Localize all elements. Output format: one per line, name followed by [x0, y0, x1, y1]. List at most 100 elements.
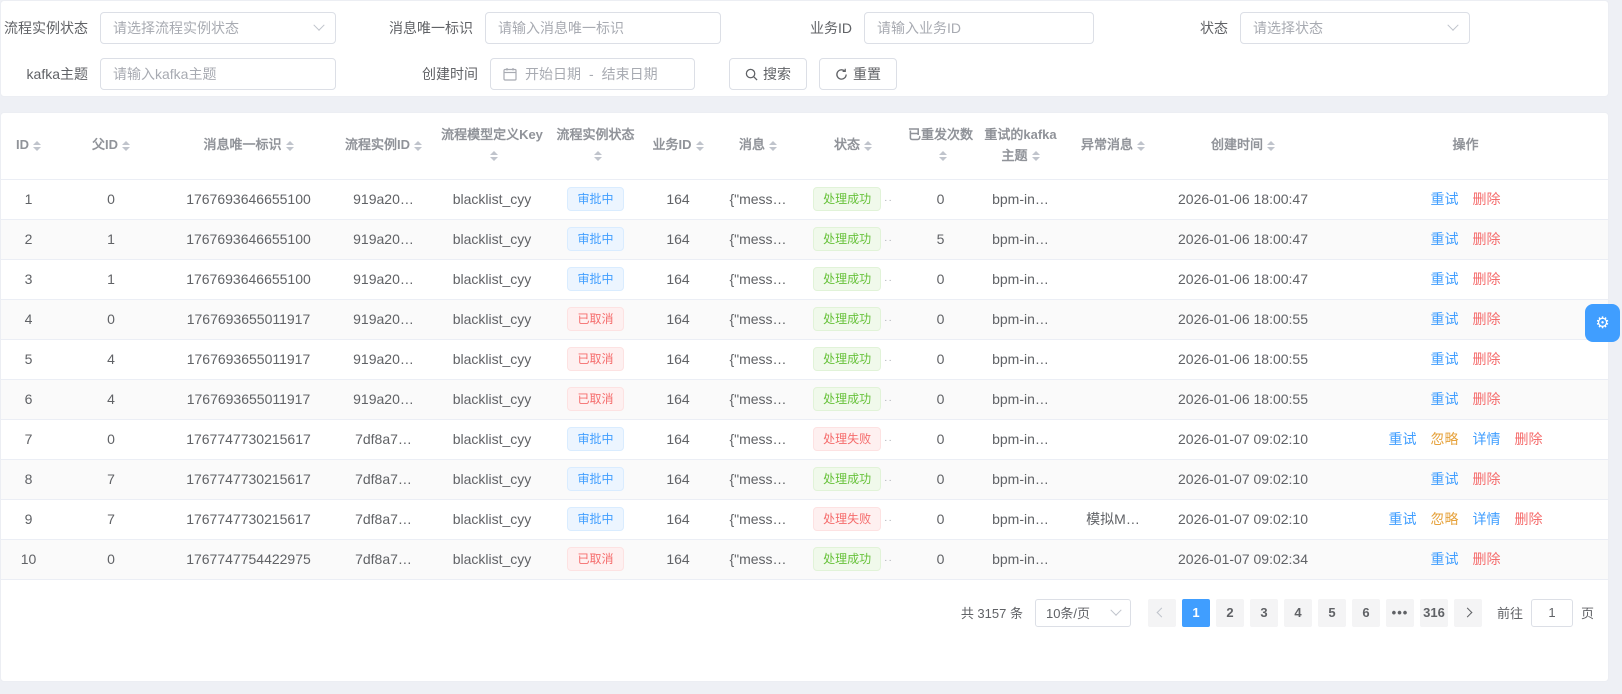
business-id-input[interactable] [864, 12, 1094, 44]
cell-proc_inst_id: 919a20… [331, 259, 436, 300]
action-retry-link[interactable]: 重试 [1388, 511, 1417, 528]
action-delete-link[interactable]: 删除 [1472, 271, 1501, 288]
action-delete-link[interactable]: 删除 [1472, 231, 1501, 248]
column-header-msg_uid[interactable]: 消息唯一标识 [166, 113, 331, 180]
page-button-2[interactable]: 2 [1215, 598, 1244, 627]
column-header-created_at[interactable]: 创建时间 [1163, 113, 1323, 180]
action-delete-link[interactable]: 删除 [1514, 511, 1543, 528]
column-header-biz_id[interactable]: 业务ID [643, 113, 713, 180]
action-ignore-link[interactable]: 忽略 [1430, 431, 1459, 448]
sort-icon[interactable] [1137, 137, 1145, 155]
column-header-proc_status[interactable]: 流程实例状态 [548, 113, 643, 180]
process-status-select[interactable]: 请选择流程实例状态 [100, 12, 336, 44]
kafka-topic-input[interactable] [100, 58, 336, 90]
column-header-proc_inst_id[interactable]: 流程实例ID [331, 113, 436, 180]
message-uid-label: 消息唯一标识 [389, 20, 473, 36]
cell-status: 处理成功 ·· [803, 179, 903, 220]
column-header-parent_id[interactable]: 父ID [56, 113, 166, 180]
column-header-error_msg[interactable]: 异常消息 [1063, 113, 1163, 180]
cell-retry_topic: bpm-in… [978, 459, 1063, 500]
cell-model_key: blacklist_cyy [436, 299, 548, 340]
action-retry-link[interactable]: 重试 [1430, 191, 1459, 208]
cell-resend_count: 0 [903, 499, 978, 540]
cell-actions: 重试 删除 [1323, 379, 1608, 420]
sort-icon[interactable] [1267, 137, 1275, 155]
column-header-message[interactable]: 消息 [713, 113, 803, 180]
action-delete-link[interactable]: 删除 [1472, 351, 1501, 368]
column-header-retry_topic[interactable]: 重试的kafka主题 [978, 113, 1063, 180]
page-button-3[interactable]: 3 [1249, 598, 1278, 627]
table-row: 1 0 1767693646655100 919a20… blacklist_cyy 审批… [1, 179, 1608, 220]
sort-icon[interactable] [593, 147, 602, 165]
action-delete-link[interactable]: 删除 [1472, 191, 1501, 208]
cell-biz_id: 164 [643, 299, 713, 340]
next-page-button[interactable] [1453, 598, 1482, 627]
cell-parent_id: 0 [56, 179, 166, 220]
sort-icon[interactable] [414, 137, 422, 155]
proc-status-tag: 已取消 [567, 387, 624, 412]
overflow-dots: ·· [884, 235, 893, 247]
cell-status: 处理成功 ·· [803, 379, 903, 420]
reset-button[interactable]: 重置 [819, 58, 897, 90]
action-retry-link[interactable]: 重试 [1430, 391, 1459, 408]
cell-error_msg [1063, 379, 1163, 420]
action-delete-link[interactable]: 删除 [1472, 551, 1501, 568]
action-delete-link[interactable]: 删除 [1472, 471, 1501, 488]
create-time-range-picker[interactable]: 开始日期 - 结束日期 [490, 58, 695, 90]
cell-biz_id: 164 [643, 219, 713, 260]
action-retry-link[interactable]: 重试 [1430, 351, 1459, 368]
cell-retry_topic: bpm-in… [978, 339, 1063, 380]
column-label: 已重发次数 [907, 127, 973, 142]
search-icon [745, 68, 758, 81]
action-retry-link[interactable]: 重试 [1430, 271, 1459, 288]
sort-icon[interactable] [769, 137, 777, 155]
action-retry-link[interactable]: 重试 [1430, 311, 1459, 328]
cell-error_msg [1063, 419, 1163, 460]
page-size-value: 10条/页 [1045, 606, 1091, 622]
sort-icon[interactable] [695, 137, 704, 155]
page-button-5[interactable]: 5 [1317, 598, 1346, 627]
action-delete-link[interactable]: 删除 [1472, 311, 1501, 328]
action-delete-link[interactable]: 删除 [1514, 431, 1543, 448]
action-detail-link[interactable]: 详情 [1472, 431, 1501, 448]
page-button-1[interactable]: 1 [1181, 598, 1210, 627]
action-retry-link[interactable]: 重试 [1430, 471, 1459, 488]
sort-icon[interactable] [938, 147, 947, 165]
action-delete-link[interactable]: 删除 [1472, 391, 1501, 408]
column-header-model_key[interactable]: 流程模型定义Key [436, 113, 548, 180]
page-button-6[interactable]: 6 [1351, 598, 1380, 627]
create-time-label: 创建时间 [422, 66, 478, 82]
column-header-status[interactable]: 状态 [803, 113, 903, 180]
sort-icon[interactable] [1031, 147, 1040, 165]
cell-message: {"mess… [713, 219, 803, 260]
action-retry-link[interactable]: 重试 [1388, 431, 1417, 448]
message-uid-input[interactable] [485, 12, 721, 44]
sort-icon[interactable] [122, 137, 130, 155]
cell-error_msg [1063, 339, 1163, 380]
sort-icon[interactable] [285, 137, 294, 155]
action-retry-link[interactable]: 重试 [1430, 551, 1459, 568]
sort-icon[interactable] [33, 137, 41, 155]
status-select[interactable]: 请选择状态 [1240, 12, 1470, 44]
action-detail-link[interactable]: 详情 [1472, 511, 1501, 528]
filter-kafka-topic: kafka主题 [4, 58, 336, 90]
cell-proc_status: 审批中 [548, 179, 643, 220]
page-size-select[interactable]: 10条/页 [1034, 598, 1131, 627]
more-pages-button[interactable]: ••• [1385, 598, 1414, 627]
sort-icon[interactable] [864, 137, 872, 155]
column-header-resend_count[interactable]: 已重发次数 [903, 113, 978, 180]
cell-model_key: blacklist_cyy [436, 499, 548, 540]
proc-status-tag: 审批中 [567, 267, 624, 292]
pagination-total: 共 3157 条 [960, 606, 1023, 622]
action-ignore-link[interactable]: 忽略 [1430, 511, 1459, 528]
prev-page-button[interactable] [1147, 598, 1176, 627]
settings-gear-button[interactable]: ⚙ [1585, 304, 1620, 342]
last-page-button[interactable]: 316 [1419, 598, 1448, 627]
goto-page-input[interactable] [1530, 598, 1573, 627]
action-retry-link[interactable]: 重试 [1430, 231, 1459, 248]
column-header-id[interactable]: ID [1, 113, 56, 180]
search-button[interactable]: 搜索 [729, 58, 807, 90]
sort-icon[interactable] [490, 147, 498, 165]
page-button-4[interactable]: 4 [1283, 598, 1312, 627]
